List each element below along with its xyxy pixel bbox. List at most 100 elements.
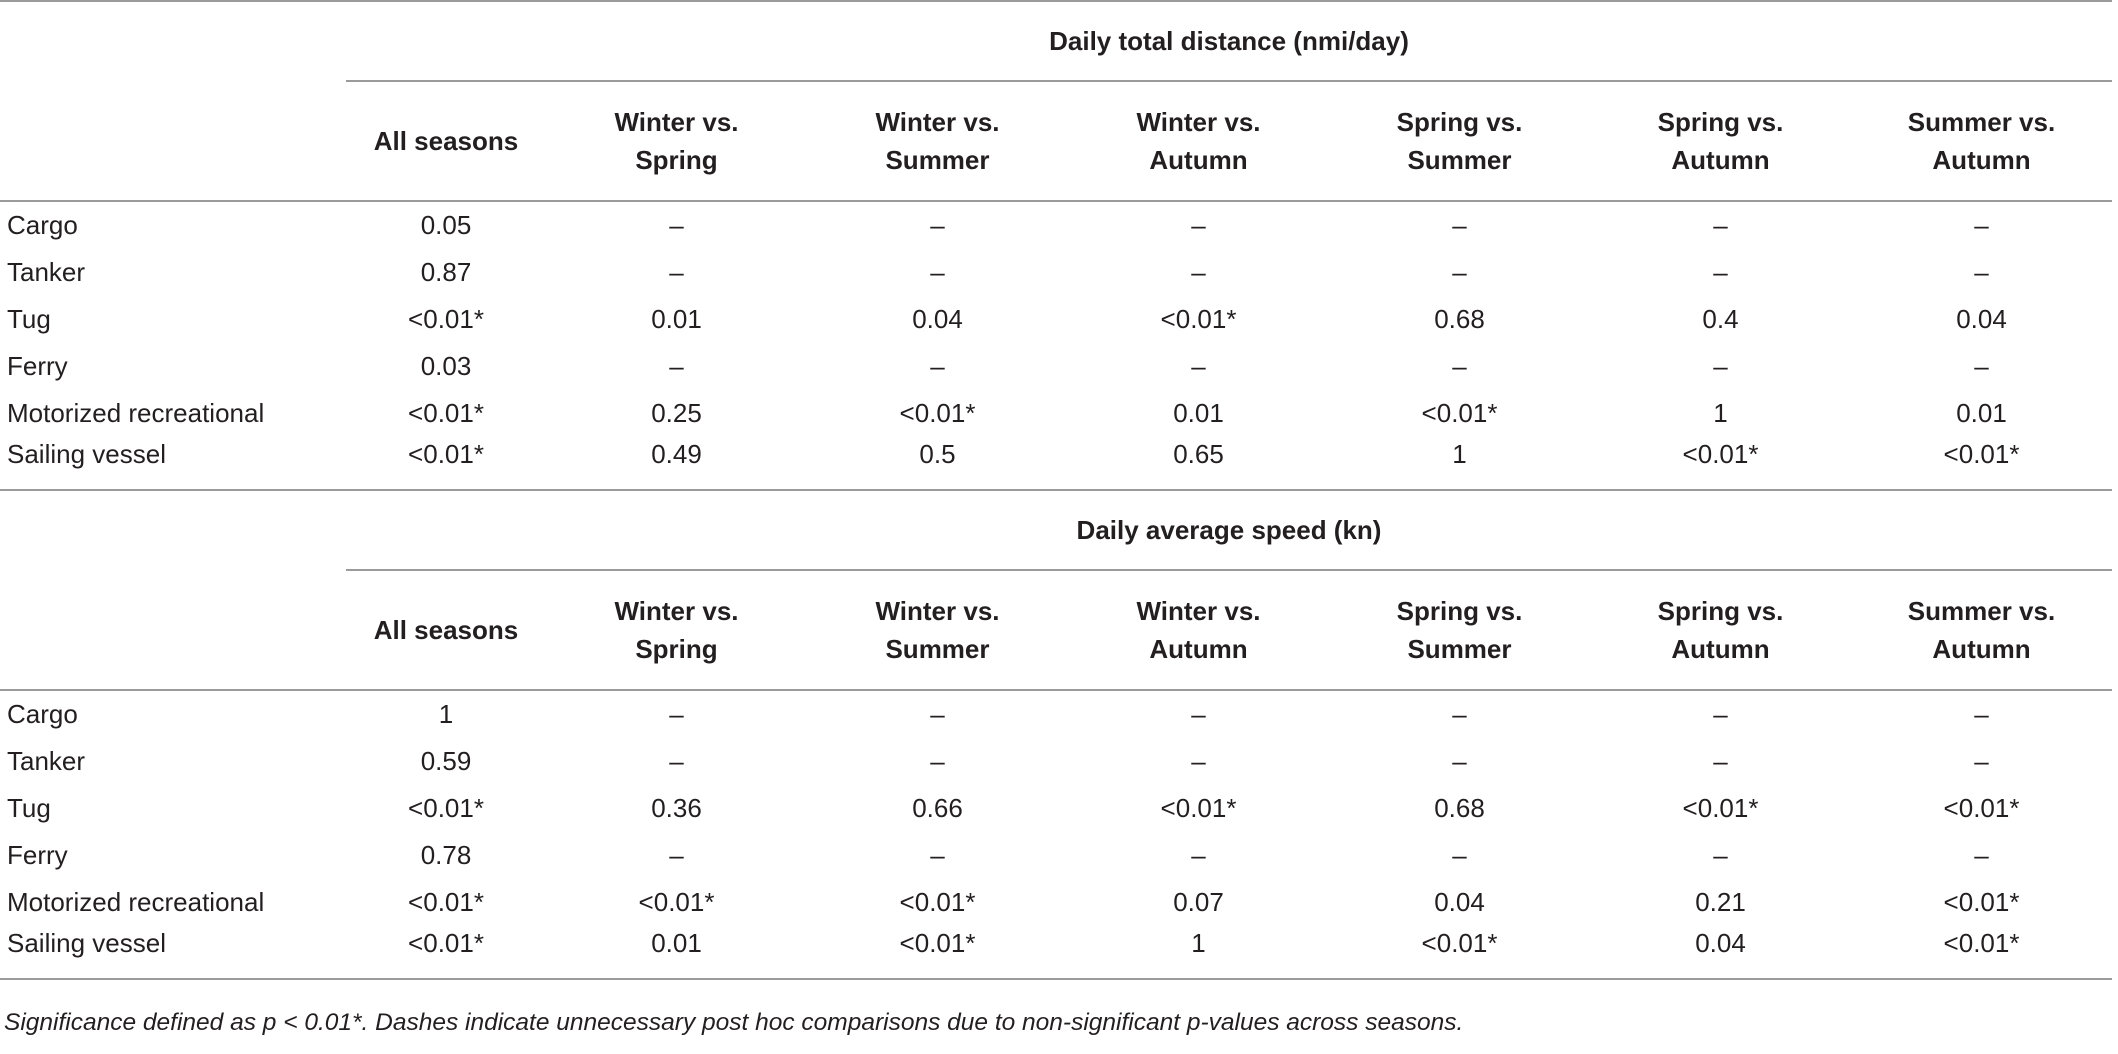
p-value-cell: 0.04	[1695, 928, 1746, 958]
p-value-cell: –	[669, 840, 684, 870]
p-value-cell: <0.01*	[1943, 928, 2020, 958]
corner-cell	[0, 81, 346, 202]
section-title: Daily total distance (nmi/day)	[346, 0, 2113, 82]
column-header-line: Winter vs.	[875, 596, 1000, 626]
p-value-cell: 0.4	[1702, 304, 1739, 334]
p-value-cell: –	[930, 840, 945, 870]
column-header: Winter vs. Summer	[807, 81, 1068, 202]
p-value-cell: 0.36	[651, 793, 702, 823]
p-value-cell: –	[669, 257, 684, 287]
p-value-cell: –	[1974, 257, 1989, 287]
p-value-cell: <0.01*	[408, 887, 484, 917]
corner-cell	[0, 570, 346, 691]
corner-cell	[0, 0, 346, 81]
p-value-cell: –	[1452, 351, 1467, 381]
p-value-cell: 0.5	[919, 439, 956, 469]
p-value-cell: –	[930, 746, 945, 776]
column-header-line: Autumn	[1671, 634, 1770, 664]
p-value-cell: –	[1191, 699, 1206, 729]
p-value-cell: –	[1452, 210, 1467, 240]
p-value-cell: <0.01*	[899, 928, 976, 958]
p-value-cell: –	[930, 210, 945, 240]
p-value-cell: –	[1713, 257, 1728, 287]
column-header-line: Winter vs.	[875, 107, 1000, 137]
column-header-line: Winter vs.	[1136, 596, 1261, 626]
column-header-line: Summer vs.	[1907, 596, 2056, 626]
p-value-cell: 0.04	[912, 304, 963, 334]
p-value-cell: <0.01*	[408, 398, 484, 428]
row-label: Tanker	[7, 257, 86, 287]
row-label: Sailing vessel	[7, 928, 166, 958]
row-label: Tug	[7, 793, 51, 823]
p-value-cell: <0.01*	[408, 928, 484, 958]
column-header-line: Summer vs.	[1907, 107, 2056, 137]
p-value-cell: 0.87	[420, 257, 472, 287]
column-header-line: Spring vs.	[1657, 596, 1784, 626]
p-value-cell: –	[1191, 840, 1206, 870]
row-label: Cargo	[7, 699, 78, 729]
row-label: Ferry	[7, 351, 68, 381]
p-value-cell: 0.68	[1434, 304, 1485, 334]
row-label: Tanker	[7, 746, 86, 776]
column-header: Winter vs. Summer	[807, 570, 1068, 691]
row-label: Tug	[7, 304, 51, 334]
p-value-cell: 1	[1452, 439, 1467, 469]
p-value-cell: 0.01	[1956, 398, 2007, 428]
column-header-line: Spring vs.	[1657, 107, 1784, 137]
p-value-cell: <0.01*	[1682, 793, 1759, 823]
row-label: Ferry	[7, 840, 68, 870]
p-value-cell: 0.01	[651, 928, 702, 958]
p-value-cell: 0.65	[1173, 439, 1224, 469]
p-value-cell: –	[1452, 840, 1467, 870]
column-header: Summer vs. Autumn	[1851, 570, 2113, 691]
table-section: Daily total distance (nmi/day) All season…	[0, 0, 2113, 490]
column-header-line: Autumn	[1671, 145, 1770, 175]
table-row: Sailing vessel <0.01* 0.01 <0.01* 1 <0.01* 0.0…	[0, 926, 2112, 979]
row-label: Motorized recreational	[7, 398, 265, 428]
p-value-cell: 0.78	[420, 840, 472, 870]
p-value-cell: <0.01*	[1943, 887, 2020, 917]
p-value-cell: 1	[1191, 928, 1206, 958]
corner-cell	[0, 491, 346, 570]
p-value-cell: –	[669, 699, 684, 729]
column-header-line: Autumn	[1149, 145, 1248, 175]
p-value-cell: 0.59	[420, 746, 472, 776]
column-header-line: Summer	[1407, 634, 1512, 664]
table-row: Tanker 0.87 – – – – – –	[0, 249, 2112, 296]
column-header-line: Summer	[885, 145, 990, 175]
column-header: Spring vs. Autumn	[1590, 570, 1851, 691]
p-value-cell: –	[1191, 257, 1206, 287]
results-table: Daily total distance (nmi/day) All season…	[0, 0, 2113, 981]
p-value-cell: <0.01*	[1421, 398, 1498, 428]
p-value-cell: –	[1191, 351, 1206, 381]
row-label: Cargo	[7, 210, 78, 240]
column-header-line: Autumn	[1149, 634, 1248, 664]
column-header-line: Autumn	[1932, 634, 2031, 664]
p-value-cell: <0.01*	[1160, 304, 1237, 334]
p-value-cell: <0.01*	[1160, 793, 1237, 823]
column-header-line: Autumn	[1932, 145, 2031, 175]
p-value-cell: –	[669, 351, 684, 381]
p-value-cell: <0.01*	[1943, 793, 2020, 823]
p-value-cell: –	[1713, 351, 1728, 381]
table-row: Tug <0.01* 0.36 0.66 <0.01* 0.68 <0.01* <0.01*	[0, 785, 2112, 832]
column-header: Winter vs. Autumn	[1068, 570, 1329, 691]
column-header: Winter vs. Autumn	[1068, 81, 1329, 202]
p-value-cell: –	[1452, 257, 1467, 287]
column-header: Summer vs. Autumn	[1851, 81, 2113, 202]
column-header-row: All seasons Winter vs. Spring Winter vs. Sum…	[0, 81, 2113, 202]
p-value-cell: <0.01*	[899, 398, 976, 428]
p-value-cell: 0.07	[1173, 887, 1224, 917]
p-value-cell: 0.49	[651, 439, 702, 469]
column-header-line: Spring	[635, 634, 718, 664]
table-row: Tanker 0.59 – – – – – –	[0, 738, 2112, 785]
column-header: Spring vs. Summer	[1329, 81, 1590, 202]
table-row: Tug <0.01* 0.01 0.04 <0.01* 0.68 0.4 0.04	[0, 296, 2112, 343]
p-value-cell: –	[1713, 746, 1728, 776]
table-row: Cargo 0.05 – – – – – –	[0, 201, 2112, 249]
column-header: All seasons	[346, 81, 546, 202]
table-row: Cargo 1 – – – – – –	[0, 690, 2112, 738]
table-row: Ferry 0.78 – – – – – –	[0, 832, 2112, 879]
column-header-line: Winter vs.	[614, 596, 739, 626]
column-header-line: Summer	[1407, 145, 1512, 175]
